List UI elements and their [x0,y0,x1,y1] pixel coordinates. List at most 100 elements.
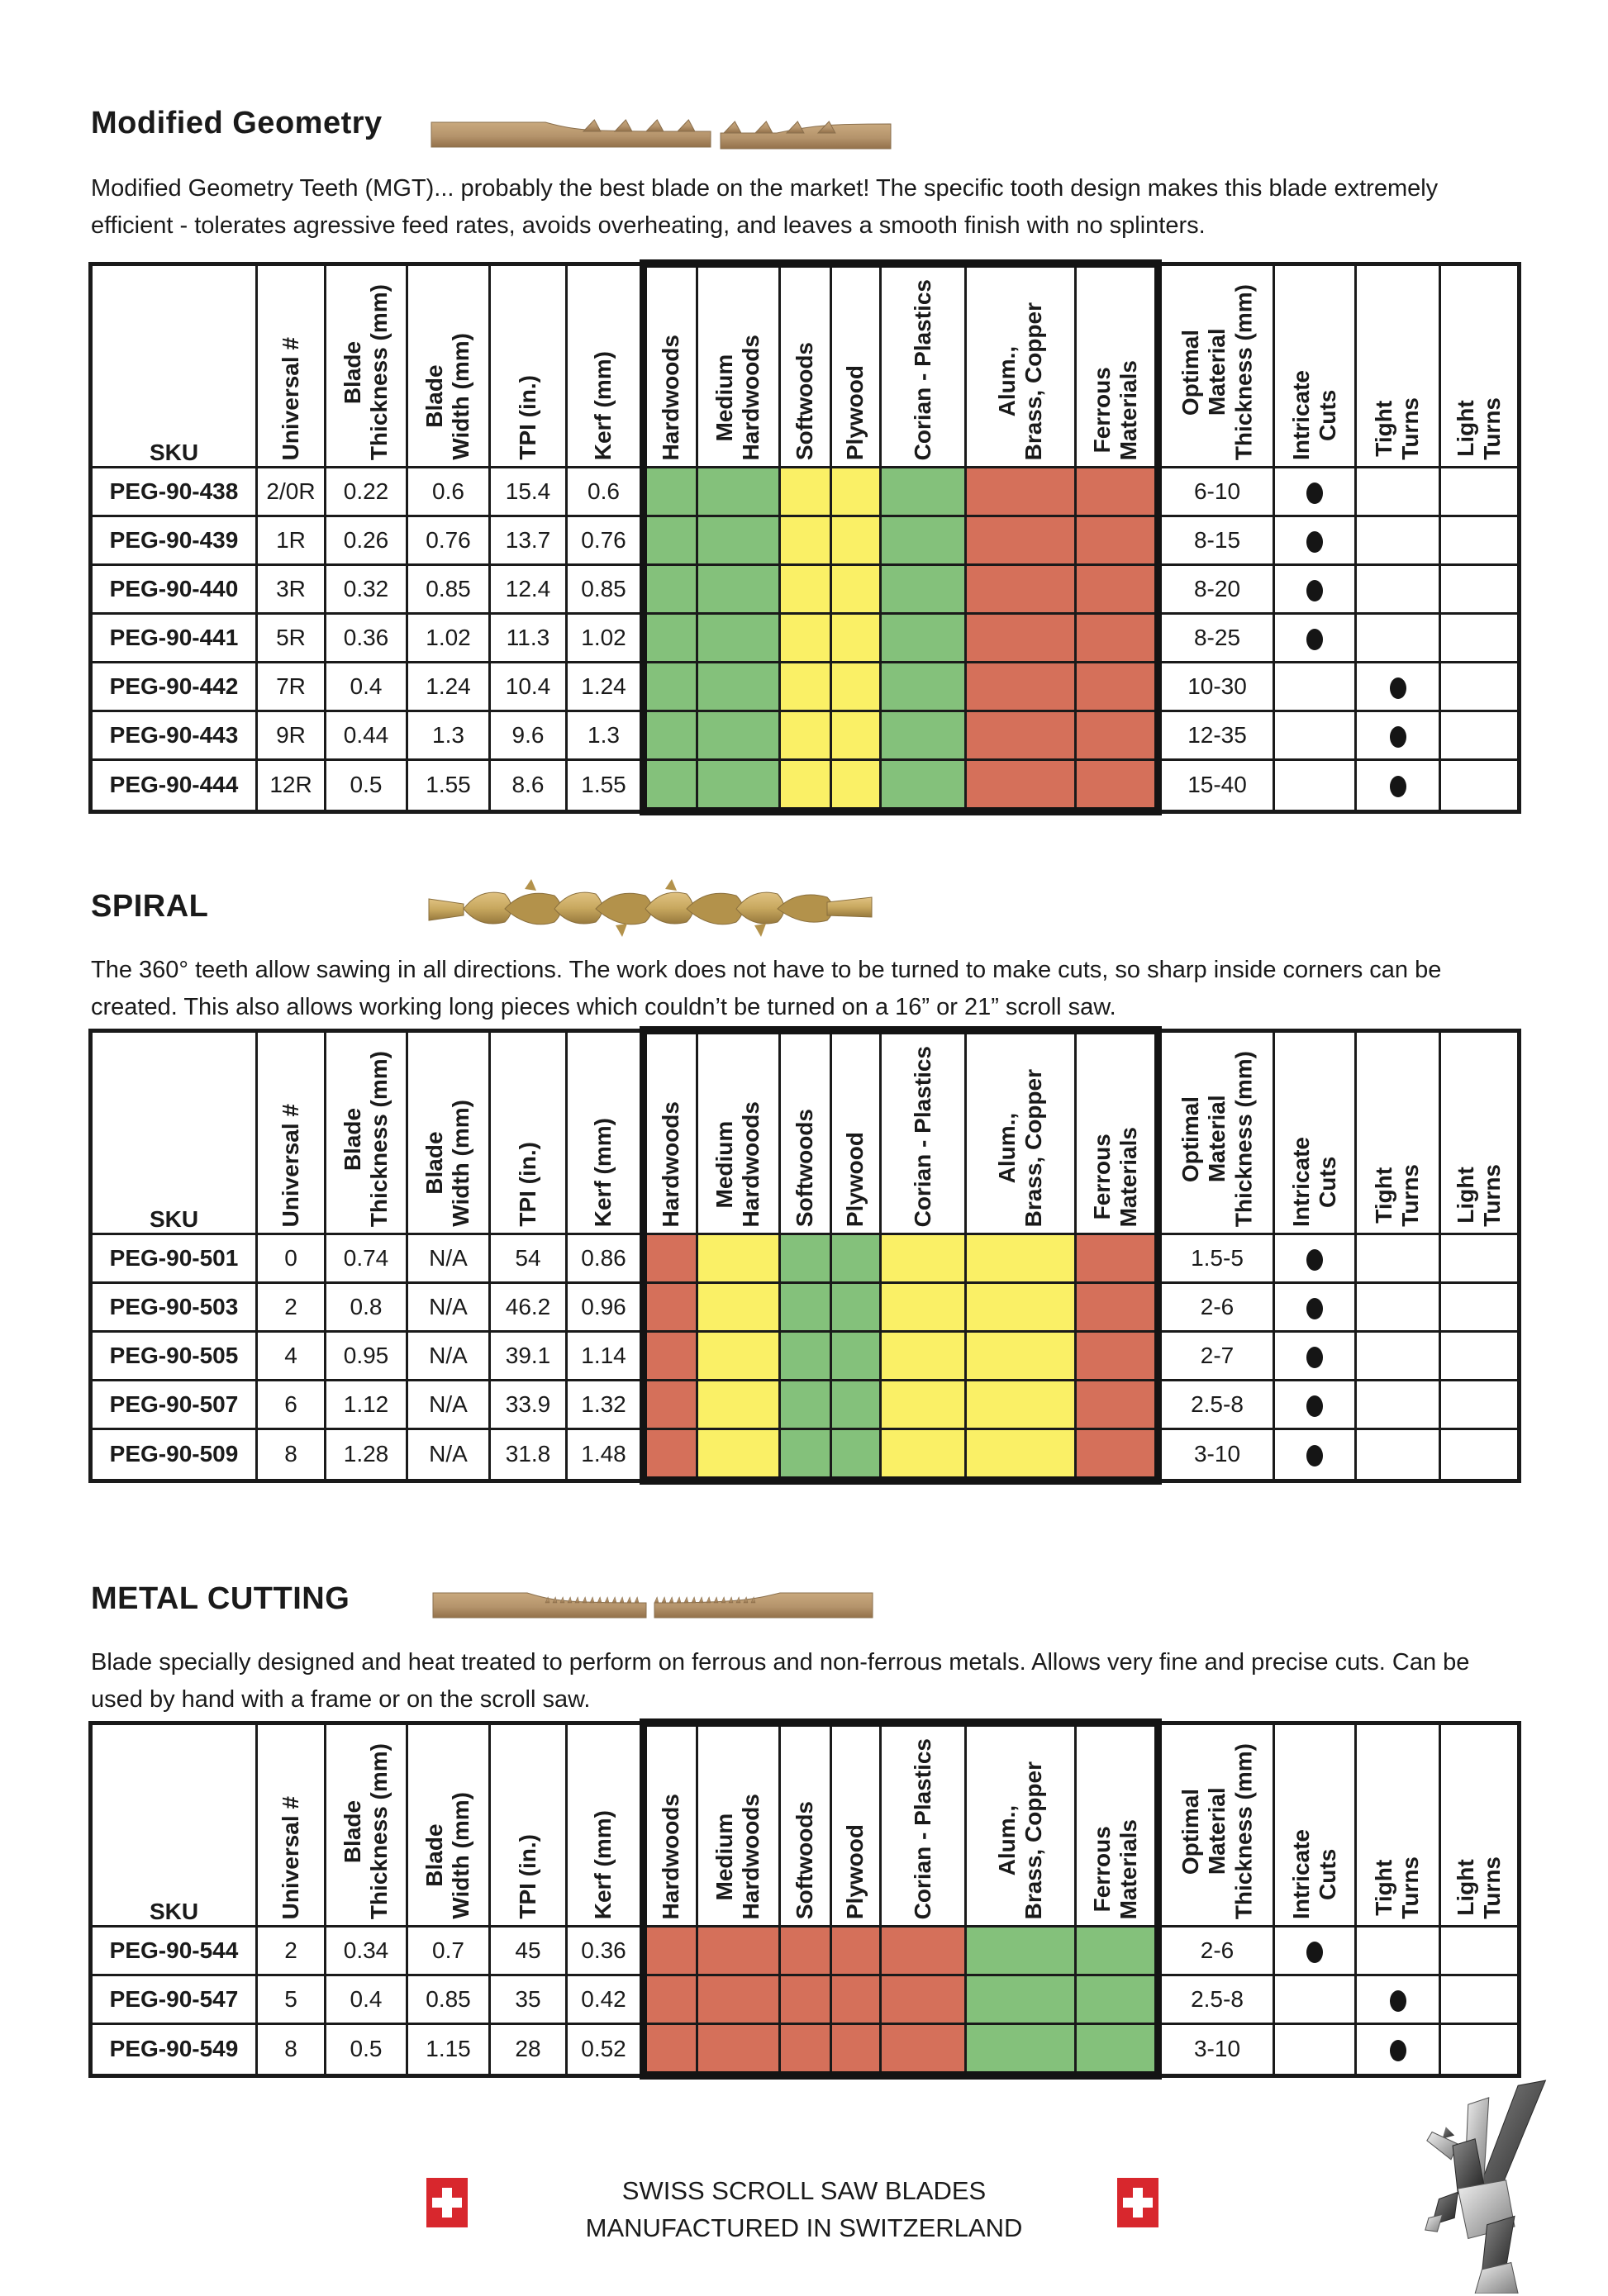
dot-cell [1439,1330,1520,1381]
value-cell: 2 [255,1925,326,1976]
col-header-label: Optimal Material Thickness (mm) [1177,1050,1257,1227]
value-cell: 2/0R [255,466,326,517]
sku-cell: PEG-90-442 [89,661,258,712]
value-cell: 1.3 [565,710,645,761]
dot-cell [1439,1379,1520,1430]
material-cell [879,1974,967,2025]
dot-cell [1354,1925,1441,1976]
col-header-label: Plywood [842,1823,868,1919]
swiss-flag-icon [426,2178,468,2227]
value-cell: 1.48 [565,1428,645,1482]
col-header-label: Light Turns [1452,1164,1505,1227]
col-header-label: Blade Thickness (mm) [339,1050,392,1227]
dot-cell [1354,1974,1441,2025]
material-cell [778,1233,832,1284]
col-header-label: Universal # [277,1795,303,1919]
material-cell [830,661,882,712]
value-cell: 1.55 [406,758,491,813]
dot-cell [1439,563,1520,615]
col-header-blade-width: Blade Width (mm) [406,262,491,468]
pegasus-logo-icon [1425,2080,1547,2294]
capability-dot-icon [1389,1989,1406,2012]
col-header-label: Blade Thickness (mm) [339,283,392,460]
col-header-label: Kerf (mm) [590,1809,616,1919]
value-cell: 10.4 [488,661,568,712]
material-cell [830,1281,882,1333]
material-cell [830,758,882,815]
material-cell [696,710,781,761]
value-cell: 6 [255,1379,326,1430]
optimal-thickness-cell: 2-7 [1157,1330,1275,1381]
spiral-table: SKU Universal # Blade Thickness (mm) Blade … [88,1026,1521,1485]
value-cell: N/A [406,1428,491,1482]
table-row: PEG-90-549 8 0.5 1.15 28 0.52 3-10 [89,2023,1520,2080]
material-cell [830,710,882,761]
footer: SWISS SCROLL SAW BLADES MANUFACTURED IN … [0,2173,1608,2247]
col-header-medium-hardwoods: Medium Hardwoods [696,1026,781,1235]
material-cell [879,661,967,712]
sku-cell: PEG-90-438 [89,466,258,517]
col-header-label: Universal # [277,1103,303,1227]
sku-cell: PEG-90-544 [89,1925,258,1976]
value-cell: 1.24 [406,661,491,712]
value-cell: 1.02 [406,612,491,663]
material-cell [696,661,781,712]
col-header-label: Alum., Brass, Copper [993,1761,1046,1919]
col-header-label: Ferrous Materials [1088,1818,1141,1919]
material-cell [640,1281,698,1333]
value-cell: 31.8 [488,1428,568,1482]
table-row: PEG-90-444 12R 0.5 1.55 8.6 1.55 15-40 [89,758,1520,815]
col-header-optimal-material-thickness: Optimal Material Thickness (mm) [1157,1029,1275,1235]
col-header-label: Hardwoods [658,1100,684,1227]
col-header-label: Blade Thickness (mm) [339,1742,392,1919]
value-cell: 0.6 [406,466,491,517]
material-cell [778,1379,832,1430]
material-cell [696,563,781,615]
material-cell [964,1925,1077,1976]
material-cell [640,563,698,615]
material-cell [640,515,698,566]
dot-cell [1354,2023,1441,2077]
material-cell [778,1925,832,1976]
col-header-label: Universal # [277,336,303,460]
optimal-thickness-cell: 2.5-8 [1157,1974,1275,2025]
col-header-kerf: Kerf (mm) [565,1029,645,1235]
col-header-softwoods: Softwoods [778,1718,832,1928]
table-row: PEG-90-507 6 1.12 N/A 33.9 1.32 2.5-8 [89,1379,1520,1430]
value-cell: 0.22 [324,466,408,517]
value-cell: 0.42 [565,1974,645,2025]
value-cell: 1.55 [565,758,645,813]
capability-dot-icon [1306,1346,1323,1368]
optimal-thickness-cell: 3-10 [1157,2023,1275,2077]
col-header-label: Kerf (mm) [590,1117,616,1227]
table-row: PEG-90-440 3R 0.32 0.85 12.4 0.85 8-20 [89,563,1520,615]
material-cell [640,2023,698,2080]
col-header-ferrous-materials: Ferrous Materials [1074,259,1162,468]
value-cell: 9R [255,710,326,761]
dot-cell [1354,1428,1441,1482]
dot-cell [1354,466,1441,517]
metal-cutting-table: SKU Universal # Blade Thickness (mm) Blade … [88,1718,1521,2080]
optimal-thickness-cell: 6-10 [1157,466,1275,517]
col-header-label: Corian - Plastics [909,1045,935,1227]
material-cell [964,1233,1077,1284]
table-row: PEG-90-501 0 0.74 N/A 54 0.86 1.5-5 [89,1233,1520,1284]
sku-cell: PEG-90-440 [89,563,258,615]
table-row: PEG-90-439 1R 0.26 0.76 13.7 0.76 8-15 [89,515,1520,566]
value-cell: 1.14 [565,1330,645,1381]
material-cell [1074,1379,1162,1430]
modified-geometry-table: SKU Universal # Blade Thickness (mm) Blade … [88,259,1521,815]
value-cell: 0.4 [324,1974,408,2025]
col-header-sku: SKU [89,1029,258,1235]
optimal-thickness-cell: 1.5-5 [1157,1233,1275,1284]
material-cell [1074,1428,1162,1485]
material-cell [1074,1281,1162,1333]
col-header-blade-thickness: Blade Thickness (mm) [324,1029,408,1235]
dot-cell [1354,661,1441,712]
col-header-label: TPI (in.) [514,1142,540,1227]
material-cell [964,1281,1077,1333]
dot-cell [1439,710,1520,761]
sku-cell: PEG-90-547 [89,1974,258,2025]
dot-cell [1439,1925,1520,1976]
material-cell [879,563,967,615]
